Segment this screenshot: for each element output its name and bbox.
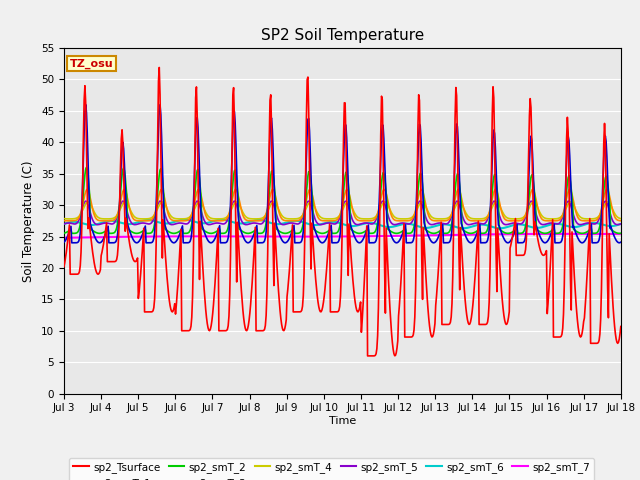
- X-axis label: Time: Time: [329, 416, 356, 426]
- Y-axis label: Soil Temperature (C): Soil Temperature (C): [22, 160, 35, 282]
- Text: TZ_osu: TZ_osu: [70, 59, 113, 69]
- Title: SP2 Soil Temperature: SP2 Soil Temperature: [260, 28, 424, 43]
- Legend: sp2_Tsurface, sp2_smT_1, sp2_smT_2, sp2_smT_3, sp2_smT_4, sp2_smT_5, sp2_smT_6, : sp2_Tsurface, sp2_smT_1, sp2_smT_2, sp2_…: [69, 457, 594, 480]
